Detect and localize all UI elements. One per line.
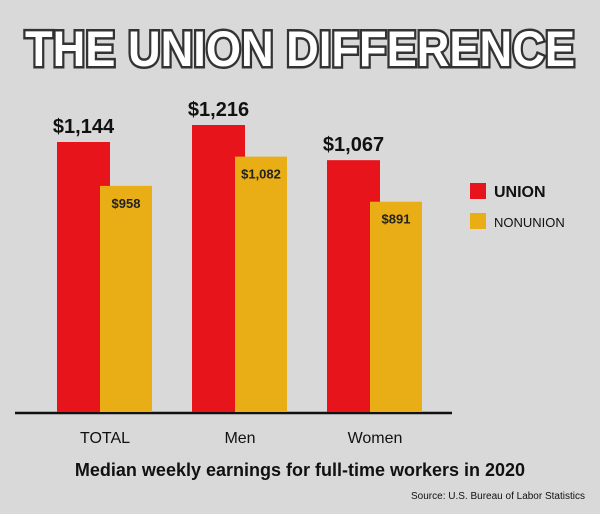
value-label: $958 — [112, 196, 141, 211]
value-label: $1,144 — [53, 116, 115, 138]
value-label: $1,067 — [323, 134, 384, 156]
legend-label: NONUNION — [494, 215, 565, 230]
value-label: $1,216 — [188, 99, 249, 121]
chart-subtitle: Median weekly earnings for full-time wor… — [75, 460, 525, 480]
value-label: $891 — [382, 212, 411, 227]
legend-swatch — [470, 183, 486, 199]
source: Source: U.S. Bureau of Labor Statistics — [411, 491, 585, 502]
chart-title: THE UNION DIFFERENCE — [25, 21, 575, 77]
legend-swatch — [470, 213, 486, 229]
bar — [370, 201, 422, 412]
bar — [235, 156, 287, 412]
bar — [100, 185, 152, 412]
x-tick-label: Men — [224, 430, 255, 447]
legend-label: UNION — [494, 184, 546, 201]
value-label: $1,082 — [241, 167, 281, 182]
x-tick-label: Women — [348, 430, 403, 447]
x-tick-label: TOTAL — [80, 430, 130, 447]
